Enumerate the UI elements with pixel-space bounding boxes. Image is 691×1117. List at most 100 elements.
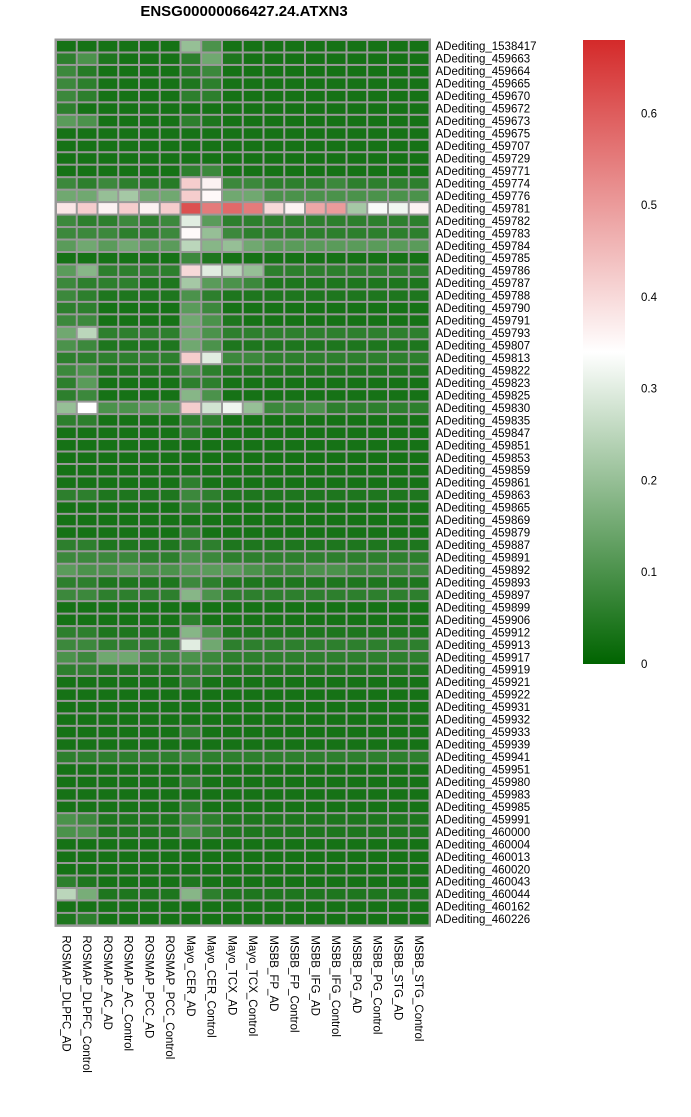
heatmap-cell (57, 676, 76, 688)
heatmap-cell (285, 402, 304, 414)
heatmap-cell (223, 327, 242, 339)
column-label: MSBB_FP_Control (288, 935, 300, 1032)
heatmap-cell (160, 440, 180, 451)
heatmap-cell (326, 477, 346, 488)
heatmap-cell (389, 839, 408, 850)
heatmap-cell (243, 901, 263, 912)
heatmap-cell (389, 277, 408, 289)
heatmap-cell (98, 602, 118, 613)
heatmap-cell (160, 103, 180, 114)
heatmap-cell (223, 764, 242, 775)
heatmap-cell (77, 814, 97, 825)
heatmap-cell (160, 240, 180, 251)
heatmap-cell (326, 402, 346, 414)
row-label: ADediting_459776 (436, 191, 531, 203)
heatmap-cell (409, 65, 429, 77)
column-label: MSBB_IFG_Control (329, 935, 341, 1037)
heatmap-cell (160, 178, 180, 189)
heatmap-cell (368, 502, 387, 513)
heatmap-cell (181, 452, 201, 463)
heatmap-cell (223, 240, 242, 251)
heatmap-cell (223, 140, 242, 152)
heatmap-cell (160, 814, 180, 825)
heatmap-cell (140, 789, 159, 800)
heatmap-cell (57, 627, 76, 638)
heatmap-cell (202, 377, 221, 389)
heatmap-cell (119, 701, 138, 713)
heatmap-cell (119, 153, 138, 164)
heatmap-cell (57, 365, 76, 376)
heatmap-cell (368, 589, 387, 601)
row-label: ADediting_459663 (436, 54, 531, 66)
heatmap-cell (57, 215, 76, 227)
heatmap-cell (409, 514, 429, 526)
heatmap-cell (57, 714, 76, 725)
heatmap-cell (409, 390, 429, 401)
heatmap-cell (264, 801, 284, 813)
heatmap-cell (409, 764, 429, 775)
heatmap-cell (285, 714, 304, 725)
heatmap-cell (368, 888, 387, 900)
heatmap-cell (389, 290, 408, 301)
heatmap-cell (202, 739, 221, 750)
heatmap-cell (181, 664, 201, 675)
heatmap-cell (119, 888, 138, 900)
heatmap-cell (389, 327, 408, 339)
heatmap-cell (368, 714, 387, 725)
heatmap-cell (389, 726, 408, 738)
heatmap-cell (347, 240, 367, 251)
heatmap-cell (264, 664, 284, 675)
heatmap-cell (409, 564, 429, 576)
heatmap-cell (140, 826, 159, 838)
heatmap-cell (409, 128, 429, 139)
heatmap-cell (306, 751, 325, 763)
heatmap-cell (389, 178, 408, 189)
heatmap-cell (160, 252, 180, 264)
heatmap-cell (326, 327, 346, 339)
heatmap-cell (202, 664, 221, 675)
row-label: ADediting_460044 (436, 889, 531, 901)
heatmap-cell (347, 614, 367, 626)
heatmap-cell (326, 415, 346, 426)
row-label: ADediting_459921 (436, 677, 531, 689)
column-label: Mayo_CER_AD (184, 935, 196, 1016)
heatmap-cell (243, 489, 263, 501)
heatmap-cell (77, 302, 97, 314)
row-label: ADediting_459931 (436, 702, 531, 714)
heatmap-cell (368, 652, 387, 663)
heatmap-cell (98, 701, 118, 713)
heatmap-cell (368, 215, 387, 227)
heatmap-cell (347, 302, 367, 314)
heatmap-cell (243, 527, 263, 538)
row-label: ADediting_459823 (436, 378, 531, 390)
heatmap-cell (202, 290, 221, 301)
heatmap-cell (98, 315, 118, 326)
heatmap-cell (347, 589, 367, 601)
heatmap-cell (306, 115, 325, 127)
heatmap-cell (389, 851, 408, 863)
heatmap-cell (368, 103, 387, 114)
heatmap-cell (368, 577, 387, 588)
heatmap-cell (160, 203, 180, 214)
heatmap-cell (57, 876, 76, 887)
heatmap-cell (160, 41, 180, 52)
heatmap-cell (98, 913, 118, 925)
heatmap-cell (389, 652, 408, 663)
heatmap-cell (119, 876, 138, 887)
heatmap-cell (389, 302, 408, 314)
heatmap-cell (264, 402, 284, 414)
heatmap-cell (306, 726, 325, 738)
heatmap-cell (409, 789, 429, 800)
heatmap-cell (77, 427, 97, 439)
heatmap-cell (119, 552, 138, 563)
heatmap-cell (264, 614, 284, 626)
heatmap-cell (389, 913, 408, 925)
heatmap-cell (368, 751, 387, 763)
heatmap-cell (202, 564, 221, 576)
heatmap-cell (389, 165, 408, 177)
heatmap-cell (326, 589, 346, 601)
heatmap-cell (243, 290, 263, 301)
heatmap-cell (306, 814, 325, 825)
heatmap-cell (181, 789, 201, 800)
heatmap-cell (347, 178, 367, 189)
